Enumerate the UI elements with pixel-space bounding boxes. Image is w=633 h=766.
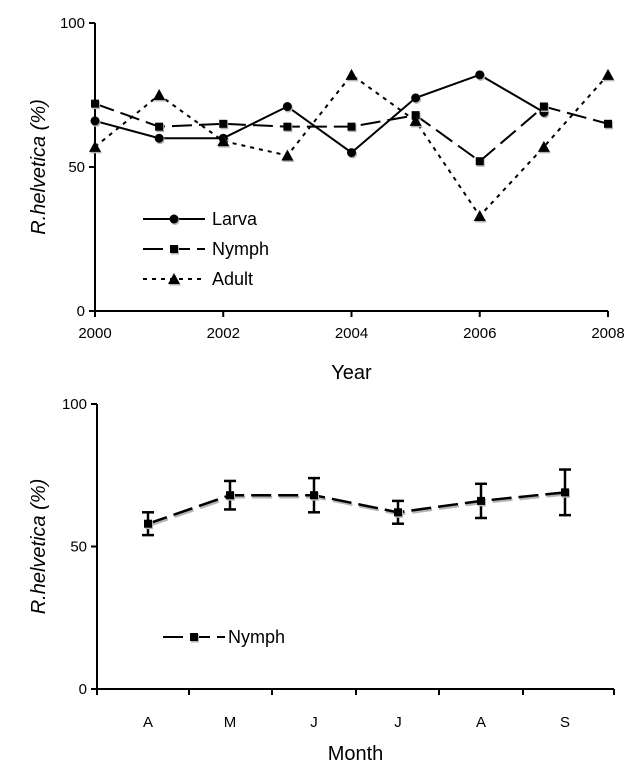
data-point-larva xyxy=(282,102,292,112)
x-axis-title: Month xyxy=(328,743,384,765)
y-axis-label-species: R.helvetica xyxy=(28,136,50,235)
data-point-adult xyxy=(153,89,166,100)
series-line-adult xyxy=(94,73,609,218)
chart-year: 0 50 100 2000 2002 2004 2006 2008 Year R.helvetic… xyxy=(28,15,625,384)
data-point-adult xyxy=(217,135,230,147)
y-axis-label-unit: (%) xyxy=(28,479,50,516)
x-tick-label: A xyxy=(143,714,153,731)
x-tick-label: A xyxy=(476,714,486,731)
data-point-nymph xyxy=(310,491,318,500)
y-tick-label: 0 xyxy=(77,303,85,320)
data-point-nymph xyxy=(91,99,99,108)
series-line-nymph-shadow xyxy=(148,493,567,527)
y-axis-label-unit: (%) xyxy=(28,99,50,136)
data-point-nymph xyxy=(475,157,484,166)
data-point-adult xyxy=(409,114,422,126)
x-tick-label: 2004 xyxy=(335,325,368,342)
x-tick-label: M xyxy=(224,714,237,731)
data-point-adult xyxy=(89,140,101,152)
data-point-nymph xyxy=(226,491,234,500)
data-point-adult xyxy=(537,140,550,152)
y-tick-label: 0 xyxy=(79,681,87,698)
y-axis-label: R.helvetica (%) xyxy=(28,479,50,615)
data-point-nymph xyxy=(144,519,152,528)
series-line-nymph xyxy=(147,491,566,525)
x-tick-label: 2000 xyxy=(78,325,111,342)
legend-label-nymph: Nymph xyxy=(228,627,285,647)
data-point-larva xyxy=(475,70,485,80)
x-axis-title: Year xyxy=(331,362,372,384)
legend-marker-adult xyxy=(168,273,180,284)
data-point-larva xyxy=(347,148,356,158)
x-tick-label: J xyxy=(310,714,318,731)
x-tick-label: 2002 xyxy=(207,325,240,342)
series-line-larva xyxy=(94,73,545,154)
chart-month: 0 50 100 A M J J A S Month R.helvetica (%) Nymph xyxy=(28,396,615,765)
data-point-nymph xyxy=(283,122,292,131)
legend-marker-nymph xyxy=(170,245,178,253)
data-point-nymph xyxy=(394,508,402,517)
data-point-nymph xyxy=(347,122,356,131)
x-tick-label: S xyxy=(560,714,570,731)
data-point-nymph xyxy=(561,488,569,497)
data-point-nymph xyxy=(155,122,164,131)
y-axis-label: R.helvetica (%) xyxy=(28,99,50,235)
data-point-larva xyxy=(90,116,100,126)
y-tick-label: 100 xyxy=(60,15,85,32)
legend-label-adult: Adult xyxy=(212,269,253,289)
x-tick-label: J xyxy=(394,714,402,731)
data-point-nymph xyxy=(477,496,485,505)
x-tick-label: 2008 xyxy=(591,325,624,342)
legend-marker-larva xyxy=(169,214,179,224)
legend-label-larva: Larva xyxy=(212,209,258,229)
x-tick-label: 2006 xyxy=(463,325,496,342)
data-point-adult xyxy=(345,68,358,80)
data-point-nymph xyxy=(219,119,228,128)
legend-label-nymph: Nymph xyxy=(212,239,269,259)
y-tick-label: 100 xyxy=(62,396,87,413)
y-tick-label: 50 xyxy=(68,159,85,176)
legend-marker-nymph xyxy=(190,633,198,641)
data-point-adult xyxy=(281,149,294,161)
y-tick-label: 50 xyxy=(70,539,87,556)
data-point-larva xyxy=(154,133,164,143)
data-point-adult xyxy=(473,209,486,221)
y-axis-label-species: R.helvetica xyxy=(28,515,50,614)
data-point-nymph xyxy=(539,102,548,111)
data-point-larva xyxy=(411,93,421,103)
data-point-adult xyxy=(602,68,614,80)
data-point-nymph xyxy=(604,119,612,128)
